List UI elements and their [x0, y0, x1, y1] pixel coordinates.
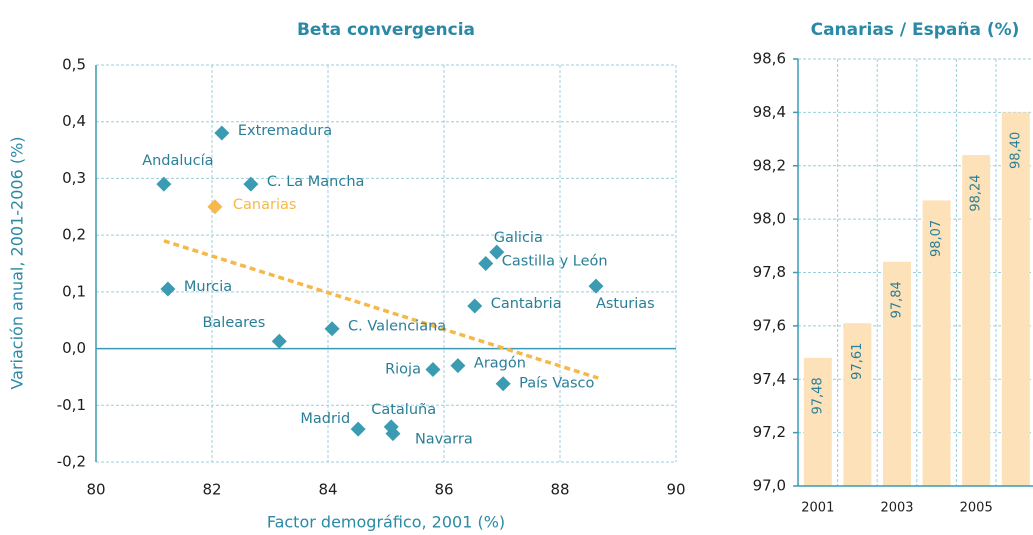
point-label: Andalucía: [142, 153, 213, 169]
x-tick-label: 80: [86, 481, 105, 499]
bar: [843, 323, 872, 486]
point: [467, 298, 483, 314]
y-tick-label: 98,2: [753, 156, 786, 174]
bar: [922, 200, 951, 486]
point: [489, 244, 505, 260]
point-label: Castilla y León: [502, 254, 608, 270]
point: [271, 333, 287, 349]
trend-line: [163, 239, 599, 380]
y-tick-label: 98,0: [753, 210, 786, 228]
point: [350, 421, 366, 437]
value-label: 98,07: [929, 220, 944, 257]
point-label: Murcia: [184, 279, 232, 295]
y-tick-label: 97,2: [753, 423, 786, 441]
y-tick-label: 98,4: [753, 103, 786, 121]
y-tick-label: -0,2: [57, 453, 86, 471]
value-label: 97,84: [890, 281, 905, 318]
bar: [803, 357, 832, 486]
point-label: C. La Mancha: [267, 174, 365, 190]
point: [160, 281, 176, 297]
y-tick-label: 97,0: [753, 477, 786, 495]
y-tick-label: 0,2: [62, 226, 86, 244]
y-tick-label: 97,6: [753, 316, 786, 334]
point-label: Navarra: [415, 432, 473, 448]
x-tick-label: 84: [318, 481, 337, 499]
x-axis-label: Factor demográfico, 2001 (%): [267, 513, 505, 532]
bar: [962, 155, 991, 486]
x-tick-label: 86: [434, 481, 453, 499]
y-tick-label: 0,4: [62, 112, 86, 130]
point: [214, 125, 230, 141]
y-tick-label: 0,1: [62, 282, 86, 300]
x-tick-label: 88: [550, 481, 569, 499]
point: [156, 176, 172, 192]
y-tick-label: 0,5: [62, 56, 86, 74]
value-label: 98,24: [969, 174, 984, 211]
value-label: 98,40: [1008, 132, 1023, 169]
x-tick-label: 2005: [960, 501, 993, 516]
point: [495, 376, 511, 392]
point-label: Canarias: [233, 197, 297, 213]
y-tick-label: 98,6: [753, 50, 786, 68]
point-label: Cantabria: [491, 296, 562, 312]
point: [478, 256, 494, 271]
x-tick-label: 2001: [801, 501, 834, 516]
point: [450, 358, 466, 374]
point-label: Aragón: [474, 356, 526, 372]
value-label: 97,61: [850, 343, 865, 380]
point: [207, 199, 223, 215]
point-label: País Vasco: [519, 376, 594, 392]
y-axis-label: Variación anual, 2001-2006 (%): [8, 136, 27, 389]
point-label: Galicia: [494, 230, 543, 246]
bar: [883, 261, 911, 486]
point: [588, 278, 604, 294]
chart-title: Beta convergencia: [297, 20, 475, 40]
point-label: Rioja: [385, 362, 421, 378]
value-label: 97,48: [810, 377, 825, 414]
point: [425, 362, 441, 378]
point-label: C. Valenciana: [348, 319, 446, 335]
chart-title: Canarias / España (%): [811, 20, 1020, 40]
point: [324, 321, 340, 337]
point: [243, 176, 259, 192]
bar: [1001, 112, 1030, 486]
y-tick-label: -0,1: [57, 396, 86, 414]
x-tick-label: 2003: [880, 501, 913, 516]
y-tick-label: 97,8: [753, 263, 786, 281]
y-tick-label: 0,0: [62, 339, 86, 357]
point-label: Cataluña: [371, 402, 436, 418]
y-tick-label: 97,4: [753, 370, 786, 388]
point-label: Baleares: [202, 315, 265, 331]
point-label: Asturias: [596, 296, 655, 312]
point: [385, 426, 401, 442]
x-tick-label: 90: [666, 481, 685, 499]
point-label: Extremadura: [238, 123, 332, 139]
y-tick-label: 0,3: [62, 169, 86, 187]
x-tick-label: 82: [202, 481, 221, 499]
point-label: Madrid: [300, 411, 350, 427]
